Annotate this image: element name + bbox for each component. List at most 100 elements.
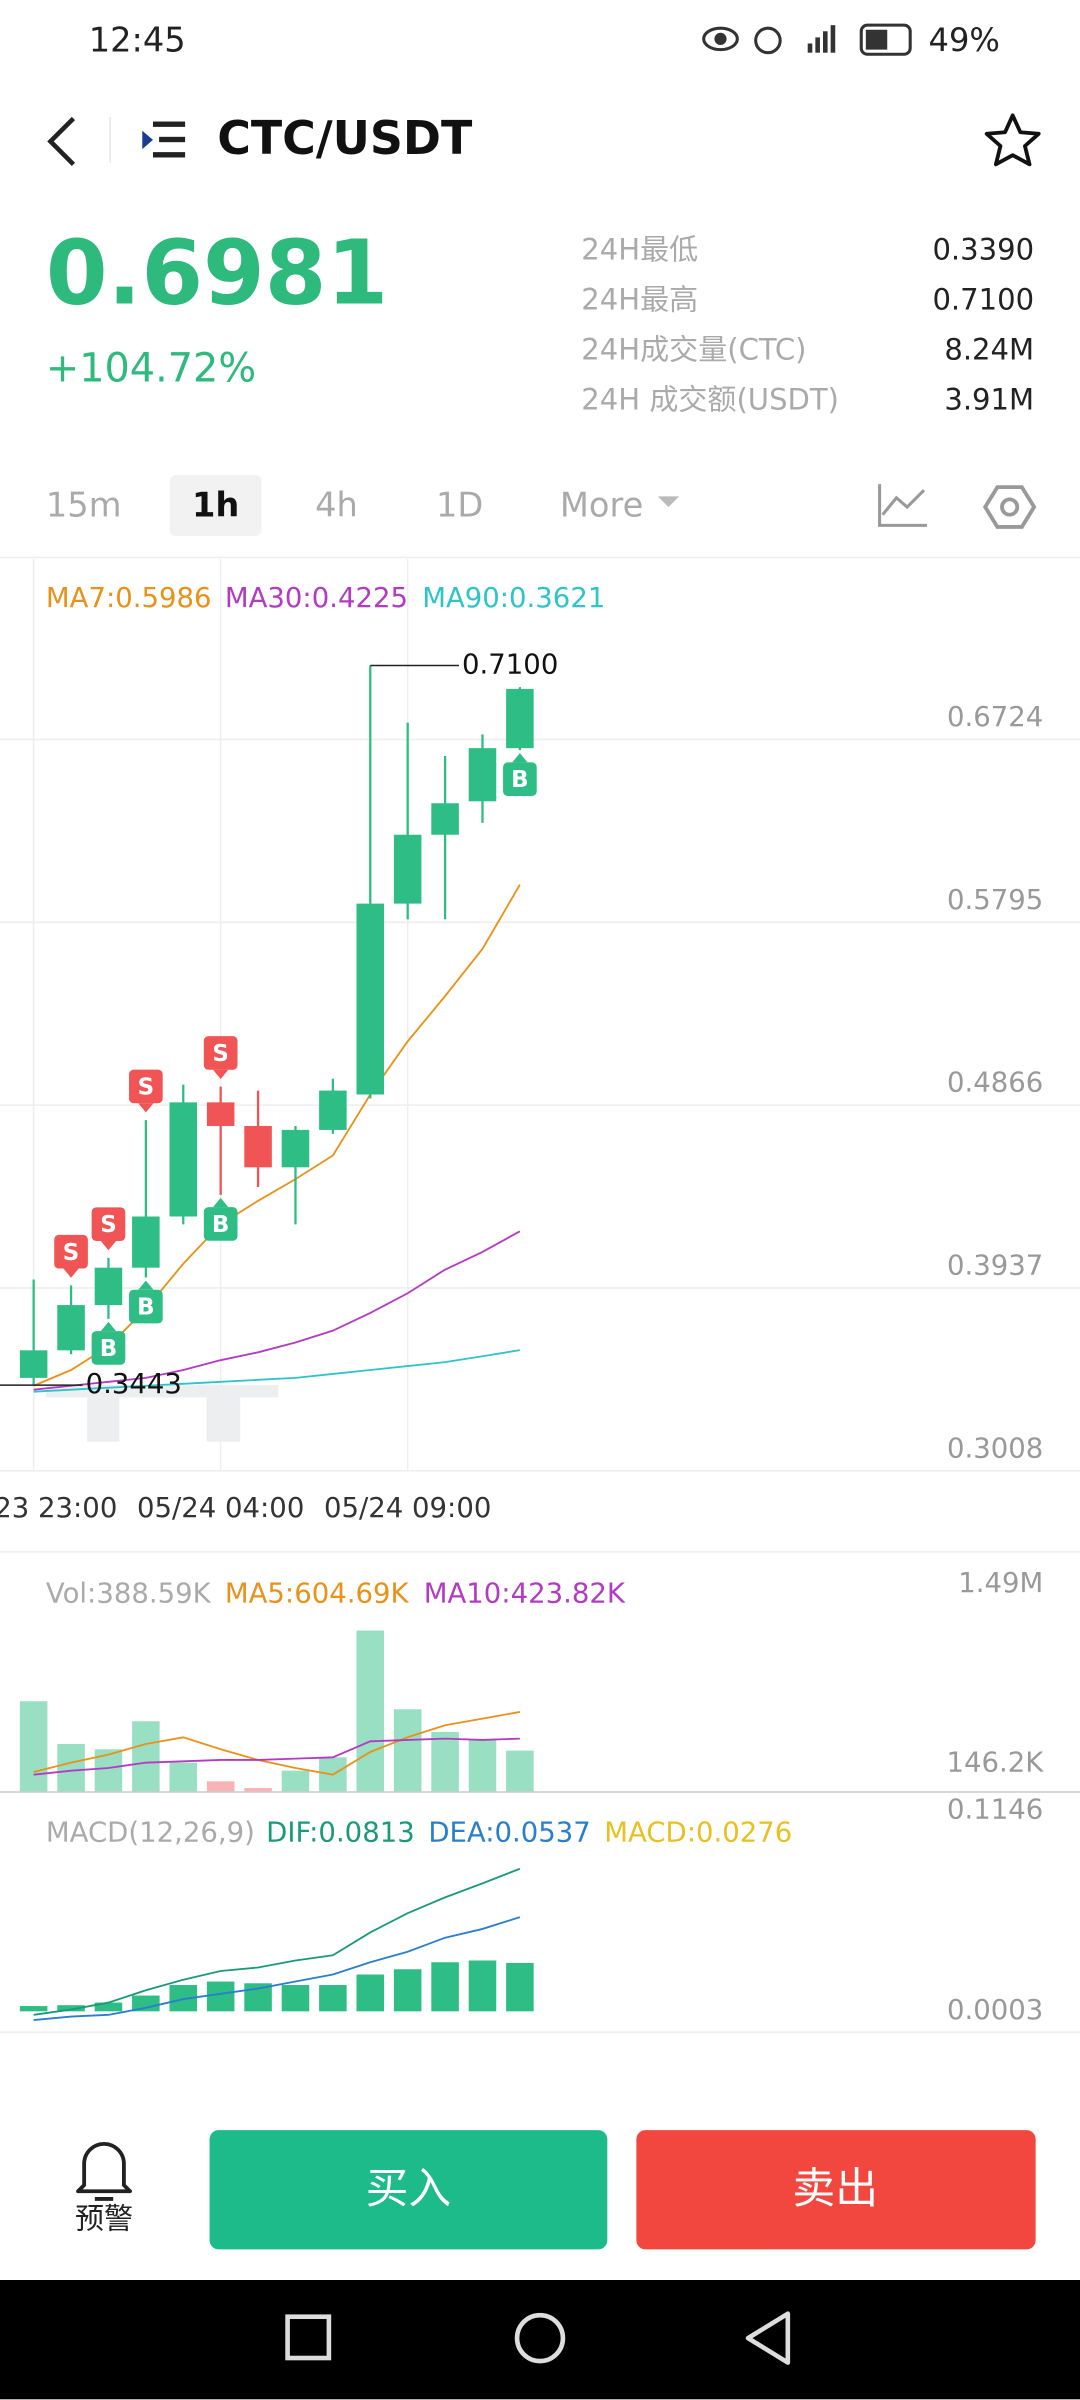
volume-bar — [57, 1743, 85, 1793]
signal-pointer — [138, 1103, 154, 1113]
candle-body — [57, 1305, 85, 1351]
favorite-star[interactable] — [984, 113, 1041, 167]
indicator-line — [33, 1916, 521, 2022]
y-tick-label: 1.49M — [958, 1567, 1043, 1599]
macd-bar — [393, 1969, 422, 2012]
x-tick-label: 05/24 04:00 — [137, 1492, 304, 1524]
legend-entry: Vol:388.59K — [46, 1578, 212, 1610]
stat-label: 24H最低 — [581, 233, 698, 267]
nav-back[interactable] — [745, 2311, 791, 2365]
candle-body — [169, 1102, 198, 1217]
interval-tab[interactable]: 15m — [46, 486, 122, 525]
alert-label[interactable]: 预警 — [75, 2201, 133, 2235]
macd-bar — [94, 2002, 123, 2012]
battery-level: 49% — [929, 21, 1000, 59]
indicator-line — [33, 1349, 521, 1393]
buy-label[interactable]: 买入 — [366, 2164, 452, 2214]
alert-button[interactable] — [76, 2142, 132, 2201]
signal-icon — [807, 25, 836, 53]
y-tick-label: 0.3937 — [947, 1250, 1043, 1282]
legend-entry: DEA:0.0537 — [428, 1816, 590, 1848]
candle-body — [132, 1216, 160, 1268]
signal-label: B — [137, 1295, 154, 1321]
indicator-line — [33, 1737, 520, 1776]
y-tick-label: 146.2K — [946, 1746, 1044, 1778]
back-button[interactable] — [47, 116, 76, 166]
candle-body — [94, 1267, 123, 1306]
settings-icon[interactable] — [982, 485, 1037, 529]
signal-label: S — [212, 1041, 229, 1067]
interval-tab[interactable]: 1D — [436, 486, 483, 525]
volume-bar — [281, 1770, 310, 1793]
signal-pointer — [138, 1280, 154, 1290]
tabs: 15m 1h 4h 1D More — [46, 486, 643, 525]
signal-marker — [129, 1289, 163, 1324]
signal-pointer — [100, 1241, 117, 1251]
candle-body — [244, 1125, 272, 1168]
candle-body — [506, 688, 534, 749]
y-tick-label: 0.3008 — [947, 1432, 1043, 1464]
legend-entry: MA5:604.69K — [225, 1578, 410, 1610]
signal-marker — [91, 1207, 126, 1242]
signal-marker — [503, 762, 537, 797]
stat-label: 24H成交量(CTC) — [581, 333, 806, 367]
stat-value: 0.7100 — [932, 283, 1034, 317]
menu-icon[interactable] — [142, 121, 186, 158]
pair-title: CTC/USDT — [217, 111, 473, 165]
volume-bar — [393, 1709, 422, 1793]
signal-pointer — [213, 1197, 229, 1208]
legend-entry: MACD:0.0276 — [604, 1816, 792, 1848]
candle-body — [281, 1129, 310, 1168]
macd-bar — [57, 2005, 85, 2012]
signal-marker — [203, 1036, 238, 1070]
macd-bar — [19, 2006, 48, 2012]
sell-label[interactable]: 卖出 — [792, 2164, 878, 2214]
legend-entry: MACD(12,26,9) — [46, 1816, 255, 1848]
macd-bar — [281, 1985, 310, 2012]
buy-button[interactable] — [209, 2130, 608, 2250]
stat-value: 3.91M — [944, 383, 1034, 417]
stat-label: 24H 成交额(USDT) — [581, 383, 839, 417]
volume-bar — [132, 1721, 160, 1793]
x-tick-label: 05/23 23:00 — [0, 1492, 117, 1524]
interval-tab[interactable]: 4h — [315, 486, 358, 525]
price-change: +104.72% — [46, 345, 256, 391]
volume-bar — [169, 1762, 198, 1793]
sell-button[interactable] — [636, 2130, 1036, 2250]
last-price: 0.6981 — [46, 221, 388, 324]
candle-body — [431, 803, 459, 835]
stat-label: 24H最高 — [581, 283, 698, 317]
more-caret — [657, 496, 680, 508]
y-tick-label: 0.5795 — [947, 884, 1043, 916]
interval-tab[interactable]: 1h — [192, 486, 239, 525]
macd-bar — [206, 1981, 235, 2012]
signal-pointer — [213, 1069, 229, 1079]
legend-entry: MA90:0.3621 — [422, 582, 605, 614]
chart-type-icon[interactable] — [878, 484, 928, 527]
nav-recent[interactable] — [285, 2314, 332, 2361]
volume-bar — [206, 1781, 235, 1793]
status-icons — [702, 23, 912, 56]
legend-entry: MA30:0.4225 — [225, 582, 408, 614]
macd-bar — [431, 1962, 459, 2012]
signal-pointer — [512, 753, 528, 763]
candle-body — [468, 748, 497, 802]
signal-marker — [91, 1331, 126, 1365]
signal-marker — [54, 1234, 88, 1269]
signal-label: B — [100, 1336, 117, 1362]
macd-bar — [506, 1962, 534, 2012]
nav-home[interactable] — [514, 2312, 566, 2364]
interval-tab[interactable]: More — [560, 486, 643, 525]
volume-bar — [244, 1788, 272, 1793]
signal-label: S — [138, 1074, 155, 1100]
volume-bar — [431, 1731, 459, 1793]
legend-entry: MA10:423.82K — [424, 1578, 626, 1610]
volume-bar — [506, 1750, 534, 1793]
y-tick-label: 0.1146 — [947, 1793, 1043, 1825]
candle-body — [393, 834, 422, 904]
candle-body — [19, 1350, 48, 1378]
volume-bar — [356, 1630, 385, 1793]
signal-label: B — [212, 1212, 229, 1238]
candle-body — [319, 1090, 347, 1130]
